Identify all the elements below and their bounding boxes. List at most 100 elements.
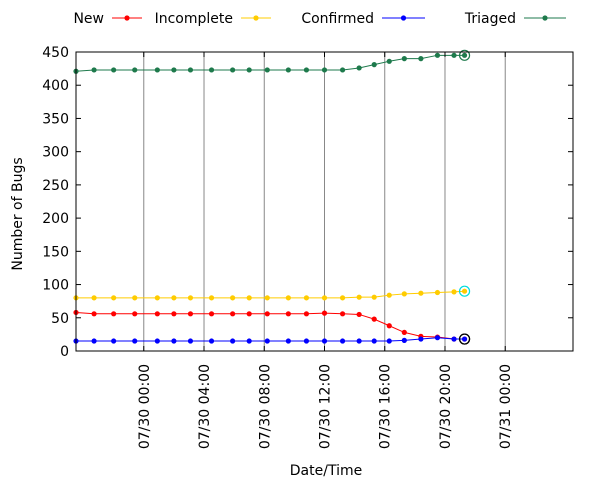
data-point-incomplete: [187, 295, 194, 301]
legend-swatch-point-new: [124, 15, 130, 21]
data-point-triaged: [356, 65, 362, 71]
data-point-confirmed: [285, 338, 291, 344]
data-point-triaged: [371, 62, 377, 68]
y-axis-label: Number of Bugs: [10, 157, 26, 270]
data-point-new: [187, 311, 194, 317]
data-point-incomplete: [434, 289, 441, 296]
data-point-confirmed: [321, 338, 328, 344]
y-tick-label: 100: [42, 278, 69, 294]
data-point-confirmed: [264, 338, 270, 344]
data-point-triaged: [264, 67, 270, 73]
data-point-incomplete: [401, 291, 407, 297]
data-point-incomplete: [154, 295, 160, 301]
data-point-confirmed: [451, 336, 457, 342]
x-tick-label: 07/30 20:00: [438, 364, 454, 449]
data-point-incomplete: [303, 295, 310, 301]
end-marker-confirmed: [458, 333, 471, 345]
series-line-new: [75, 311, 465, 340]
series-layer: [73, 49, 471, 345]
y-tick-label: 250: [42, 178, 69, 194]
data-point-incomplete: [230, 295, 236, 301]
data-point-triaged: [230, 67, 236, 73]
data-point-triaged: [418, 56, 424, 62]
data-point-incomplete: [451, 289, 457, 295]
data-point-triaged: [208, 67, 215, 73]
x-tick-label: 07/30 04:00: [197, 364, 213, 449]
data-point-new: [339, 311, 346, 317]
data-point-confirmed: [434, 335, 441, 341]
data-point-confirmed: [132, 338, 138, 344]
y-tick-label: 200: [42, 211, 69, 227]
data-point-confirmed: [339, 338, 346, 344]
data-point-incomplete: [321, 295, 328, 301]
legend-label-confirmed: Confirmed: [301, 11, 374, 27]
data-point-triaged: [339, 67, 346, 73]
data-point-incomplete: [208, 295, 215, 301]
y-tick-label: 50: [51, 311, 69, 327]
data-point-confirmed: [246, 338, 252, 344]
legend-label-new: New: [73, 11, 104, 27]
data-point-triaged: [434, 52, 441, 58]
data-point-confirmed: [386, 338, 392, 344]
data-point-triaged: [303, 67, 310, 73]
legend-label-incomplete: Incomplete: [155, 11, 233, 27]
data-point-confirmed: [303, 338, 310, 344]
data-point-confirmed: [371, 338, 377, 344]
data-point-new: [111, 311, 117, 317]
data-point-confirmed: [461, 336, 468, 342]
data-point-confirmed: [187, 338, 194, 344]
data-point-confirmed: [171, 338, 177, 344]
data-point-triaged: [321, 67, 328, 73]
data-point-incomplete: [461, 288, 468, 294]
data-point-triaged: [401, 56, 407, 62]
x-tick-label: 07/30 12:00: [318, 364, 334, 449]
legend-swatch-point-incomplete: [253, 15, 259, 21]
data-point-incomplete: [418, 290, 424, 296]
x-tick-label: 07/30 00:00: [137, 364, 153, 449]
data-point-triaged: [386, 58, 392, 64]
data-point-confirmed: [154, 338, 160, 344]
data-point-new: [401, 329, 407, 335]
data-point-new: [356, 311, 362, 318]
data-point-new: [132, 311, 138, 317]
data-point-confirmed: [418, 336, 424, 342]
y-tick-label: 300: [42, 145, 69, 161]
data-point-incomplete: [371, 294, 377, 300]
x-tick-label: 07/30 16:00: [378, 364, 394, 449]
data-point-confirmed: [230, 338, 236, 344]
legend-label-triaged: Triaged: [464, 11, 516, 27]
data-point-new: [91, 311, 97, 317]
y-tick-label: 400: [42, 78, 69, 94]
data-point-new: [154, 311, 160, 317]
data-point-incomplete: [356, 294, 362, 300]
data-point-new: [230, 311, 236, 317]
y-tick-label: 350: [42, 111, 69, 127]
data-point-incomplete: [386, 292, 392, 298]
data-point-confirmed: [356, 338, 362, 344]
data-point-new: [386, 323, 392, 329]
data-point-confirmed: [91, 338, 97, 344]
legend-swatch-point-confirmed: [400, 15, 407, 21]
data-point-incomplete: [171, 295, 177, 301]
data-point-triaged: [246, 67, 252, 73]
data-point-triaged: [461, 52, 468, 58]
data-point-incomplete: [339, 295, 346, 301]
end-marker-triaged: [458, 49, 471, 61]
data-point-new: [171, 311, 177, 317]
data-point-incomplete: [264, 295, 270, 301]
data-point-incomplete: [111, 295, 117, 301]
data-point-triaged: [111, 67, 117, 73]
end-marker-incomplete: [458, 285, 471, 297]
data-point-incomplete: [132, 295, 138, 301]
data-point-incomplete: [285, 295, 291, 301]
data-point-triaged: [285, 67, 291, 73]
data-point-confirmed: [111, 338, 117, 344]
data-point-confirmed: [401, 337, 407, 343]
data-point-confirmed: [208, 338, 215, 344]
y-tick-label: 150: [42, 244, 69, 260]
axis-ticks: 07/30 00:00 07/30 04:00 07/30 08:00 07/30 1…: [42, 45, 573, 449]
data-point-new: [285, 311, 291, 317]
y-tick-label: 0: [60, 344, 69, 360]
data-point-triaged: [171, 67, 177, 73]
